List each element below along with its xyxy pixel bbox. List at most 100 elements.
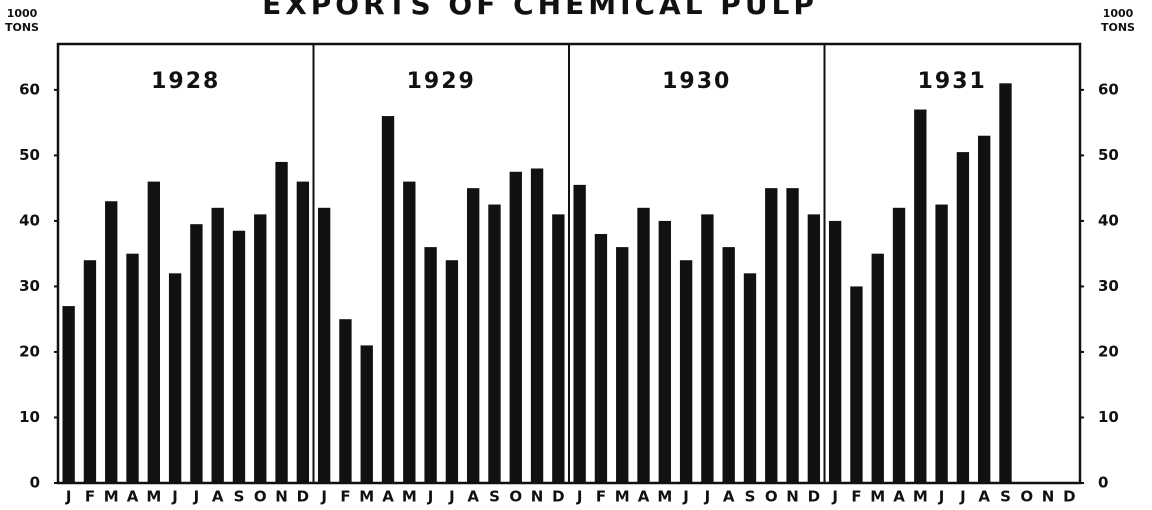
bar — [445, 260, 459, 483]
x-tick-label: N — [1042, 488, 1055, 506]
bar — [616, 247, 629, 483]
x-tick-label: J — [193, 488, 200, 506]
chart-title: EXPORTS OF CHEMICAL PULP — [262, 0, 818, 21]
bar — [232, 230, 246, 483]
bar — [743, 273, 757, 483]
y-label: 1000 — [7, 7, 38, 20]
x-tick-label: J — [65, 488, 72, 506]
bar — [807, 214, 821, 483]
y2-label: 1000 — [1103, 7, 1134, 20]
bar — [296, 181, 310, 483]
y2-tick-label: 20 — [1098, 342, 1119, 360]
x-tick-label: O — [1020, 488, 1033, 506]
x-tick-label: J — [320, 488, 327, 506]
bar — [935, 204, 948, 483]
x-tick-label: S — [745, 488, 756, 506]
x-tick-label: M — [146, 488, 161, 506]
bar — [211, 207, 224, 483]
x-tick-label: J — [427, 488, 434, 506]
y2-tick-label: 40 — [1098, 211, 1119, 229]
bar — [126, 253, 139, 483]
x-tick-label: A — [978, 488, 990, 506]
x-tick-label: A — [467, 488, 479, 506]
x-tick-label: M — [402, 488, 417, 506]
x-tick-label: M — [657, 488, 672, 506]
y2-label: TONS — [1101, 21, 1135, 34]
year-label: 1930 — [662, 69, 731, 94]
x-tick-label: M — [359, 488, 374, 506]
x-tick-label: J — [448, 488, 455, 506]
y2-tick-label: 60 — [1098, 80, 1119, 98]
x-tick-label: J — [171, 488, 178, 506]
x-tick-label: J — [576, 488, 583, 506]
bar — [83, 260, 97, 483]
x-tick-label: M — [870, 488, 885, 506]
x-tick-label: F — [851, 488, 861, 506]
x-tick-label: A — [127, 488, 139, 506]
y-tick-label: 40 — [19, 211, 40, 229]
x-tick-label: M — [104, 488, 119, 506]
x-tick-label: M — [913, 488, 928, 506]
x-tick-label: N — [531, 488, 544, 506]
bar — [722, 247, 735, 483]
x-tick-label: S — [234, 488, 245, 506]
x-tick-label: D — [297, 488, 309, 506]
x-tick-label: O — [509, 488, 522, 506]
y-tick-label: 20 — [19, 342, 40, 360]
bar — [765, 188, 778, 484]
x-tick-label: M — [615, 488, 630, 506]
x-tick-label: O — [765, 488, 778, 506]
year-label: 1928 — [151, 69, 220, 94]
y2-tick-label: 30 — [1098, 277, 1119, 295]
x-tick-label: D — [552, 488, 564, 506]
bar — [871, 253, 884, 483]
y-tick-label: 0 — [30, 474, 40, 492]
x-tick-label: N — [275, 488, 288, 506]
y-label: TONS — [5, 21, 39, 34]
x-tick-label: S — [489, 488, 500, 506]
y-tick-label: 30 — [19, 277, 40, 295]
x-tick-label: J — [938, 488, 945, 506]
bar — [914, 109, 927, 483]
bar — [956, 152, 970, 483]
bar — [275, 161, 288, 483]
bar — [978, 135, 991, 484]
bar — [509, 171, 522, 483]
x-tick-label: D — [808, 488, 820, 506]
bar — [892, 207, 906, 483]
bar — [168, 273, 182, 483]
bar — [573, 184, 586, 483]
y2-tick-label: 50 — [1098, 146, 1119, 164]
y2-tick-label: 0 — [1098, 474, 1108, 492]
x-tick-label: S — [1000, 488, 1011, 506]
x-tick-label: J — [831, 488, 838, 506]
bar — [360, 345, 373, 483]
x-tick-label: A — [382, 488, 394, 506]
bar — [530, 168, 544, 483]
x-tick-label: D — [1063, 488, 1075, 506]
bar — [658, 220, 671, 483]
y-tick-label: 10 — [19, 408, 40, 426]
bar — [339, 319, 352, 483]
bar — [105, 201, 118, 484]
x-tick-label: J — [704, 488, 711, 506]
bar — [467, 188, 480, 484]
bar — [317, 207, 331, 483]
bar — [679, 260, 693, 483]
y-tick-label: 60 — [19, 80, 40, 98]
bar — [999, 83, 1012, 484]
y2-tick-label: 10 — [1098, 408, 1119, 426]
bar — [701, 214, 714, 483]
x-tick-label: A — [893, 488, 905, 506]
x-tick-label: F — [596, 488, 606, 506]
x-tick-label: N — [786, 488, 799, 506]
bar — [424, 247, 437, 483]
bar — [488, 204, 501, 483]
x-tick-label: F — [85, 488, 95, 506]
x-tick-label: J — [682, 488, 689, 506]
bar — [828, 220, 842, 483]
x-tick-label: J — [959, 488, 966, 506]
bar — [190, 224, 203, 483]
x-tick-label: A — [723, 488, 735, 506]
